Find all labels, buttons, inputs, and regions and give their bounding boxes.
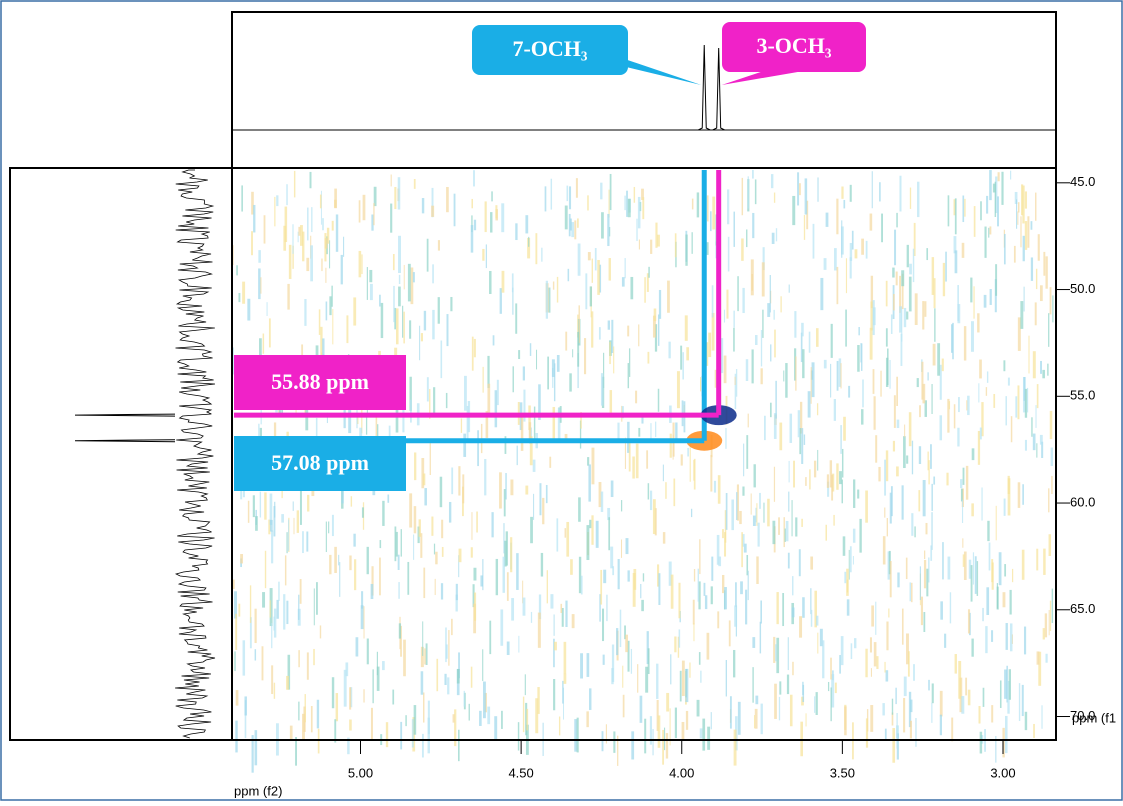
legend-label: 3-OCH₃ — [756, 33, 831, 58]
y-tick-label: 70.0 — [1070, 708, 1095, 723]
x-tick-label: 4.00 — [669, 765, 694, 780]
x-tick-label: 3.00 — [990, 765, 1015, 780]
y-tick-label: 50.0 — [1070, 281, 1095, 296]
y-tick-label: 55.0 — [1070, 388, 1095, 403]
legend-label: 7-OCH₃ — [512, 36, 587, 61]
y-axis-label: ppm (f1 — [1072, 710, 1116, 725]
left-peak — [74, 439, 176, 443]
legend-callout — [472, 25, 628, 75]
value-label-box — [234, 436, 406, 491]
plot-area — [231, 167, 1057, 741]
left-peak — [74, 413, 176, 417]
value-label: 57.08 ppm — [271, 450, 369, 475]
x-axis-label: ppm (f2) — [234, 783, 282, 798]
x-tick-label: 5.00 — [348, 765, 373, 780]
x-tick-label: 3.50 — [830, 765, 855, 780]
y-tick-label: 65.0 — [1070, 601, 1095, 616]
projection-noise — [174, 169, 216, 739]
legend-callout — [722, 22, 866, 72]
value-label-box — [234, 355, 406, 410]
top-peak — [712, 47, 725, 131]
value-label: 55.88 ppm — [271, 369, 369, 394]
top-peak — [698, 44, 711, 131]
x-tick-label: 4.50 — [508, 765, 533, 780]
y-tick-label: 60.0 — [1070, 494, 1095, 509]
y-tick-label: 45.0 — [1070, 174, 1095, 189]
